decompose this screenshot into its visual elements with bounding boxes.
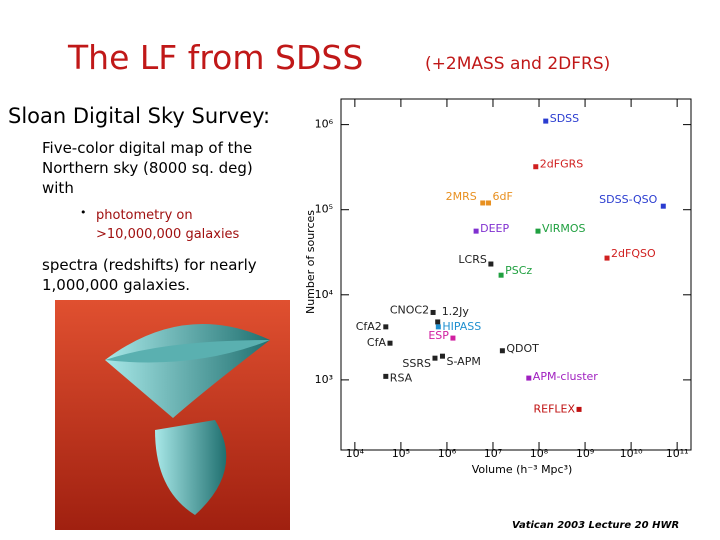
- point-label: SDSS-QSO: [599, 193, 657, 206]
- point: [499, 348, 505, 354]
- y-axis-label: Number of sources: [304, 210, 317, 314]
- point-label: CfA2: [356, 320, 382, 333]
- point: [435, 319, 441, 325]
- x-tick-label: 10⁴: [346, 447, 365, 460]
- y-tick-label: 10⁶: [315, 118, 334, 131]
- point: [660, 203, 666, 209]
- point-label: PSCz: [505, 264, 532, 277]
- point-label: SDSS: [550, 112, 579, 125]
- x-tick-label: 10¹⁰: [620, 447, 643, 460]
- point: [473, 228, 479, 234]
- x-tick-label: 10¹¹: [666, 447, 689, 460]
- point: [430, 309, 436, 315]
- point-label: REFLEX: [533, 402, 575, 415]
- point-label: LCRS: [458, 253, 486, 266]
- point: [450, 335, 456, 341]
- point-label: HIPASS: [442, 320, 481, 333]
- x-axis-label: Volume (h⁻³ Mpc³): [472, 463, 573, 476]
- point: [535, 228, 541, 234]
- point-label: 2dFGRS: [540, 158, 583, 171]
- point: [543, 118, 549, 124]
- point: [604, 255, 610, 261]
- point-label: RSA: [390, 371, 413, 384]
- point: [432, 355, 438, 361]
- point-label: DEEP: [480, 222, 509, 235]
- bullet: photometry on >10,000,000 galaxies: [96, 208, 240, 242]
- point-label: QDOT: [506, 342, 539, 355]
- x-tick-label: 10⁶: [438, 447, 457, 460]
- point-label: CfA: [367, 336, 387, 349]
- x-tick-label: 10⁵: [392, 447, 410, 460]
- point: [576, 406, 582, 412]
- point: [480, 200, 486, 206]
- point-label: 1.2Jy: [442, 305, 470, 318]
- point: [387, 340, 393, 346]
- point: [383, 373, 389, 379]
- y-tick-label: 10⁴: [315, 288, 334, 301]
- point-label: 2dFQSO: [611, 247, 656, 260]
- bullet-mark: •: [80, 206, 87, 219]
- x-tick-label: 10⁹: [576, 447, 594, 460]
- x-tick-label: 10⁸: [530, 447, 549, 460]
- cone-image: [55, 300, 290, 530]
- point: [435, 324, 441, 330]
- y-tick-label: 10⁵: [315, 203, 333, 216]
- point-label: ESP: [428, 329, 449, 342]
- point: [439, 353, 445, 359]
- point-label: VIRMOS: [542, 222, 586, 235]
- point-label: 2MRS: [446, 190, 477, 203]
- plot-frame: [340, 98, 692, 451]
- point: [383, 324, 389, 330]
- y-tick-label: 10³: [315, 373, 333, 386]
- point-label: S-APM: [446, 355, 480, 368]
- point: [486, 200, 492, 206]
- point: [526, 375, 532, 381]
- point-label: CNOC2: [390, 303, 429, 316]
- point-label: SSRS: [402, 357, 431, 370]
- point: [498, 272, 504, 278]
- title: The LF from SDSS: [68, 38, 364, 77]
- point: [533, 164, 539, 170]
- point-label: 6dF: [493, 190, 513, 203]
- x-tick-label: 10⁷: [484, 447, 502, 460]
- point: [488, 261, 494, 267]
- point-label: APM-cluster: [533, 370, 599, 383]
- title-note: (+2MASS and 2DFRS): [425, 54, 611, 74]
- footer: Vatican 2003 Lecture 20 HWR: [512, 520, 680, 531]
- paragraph: spectra (redshifts) for nearly 1,000,000…: [42, 256, 257, 294]
- paragraph: Five-color digital map of the Northern s…: [42, 139, 253, 197]
- heading: Sloan Digital Sky Survey:: [8, 104, 271, 128]
